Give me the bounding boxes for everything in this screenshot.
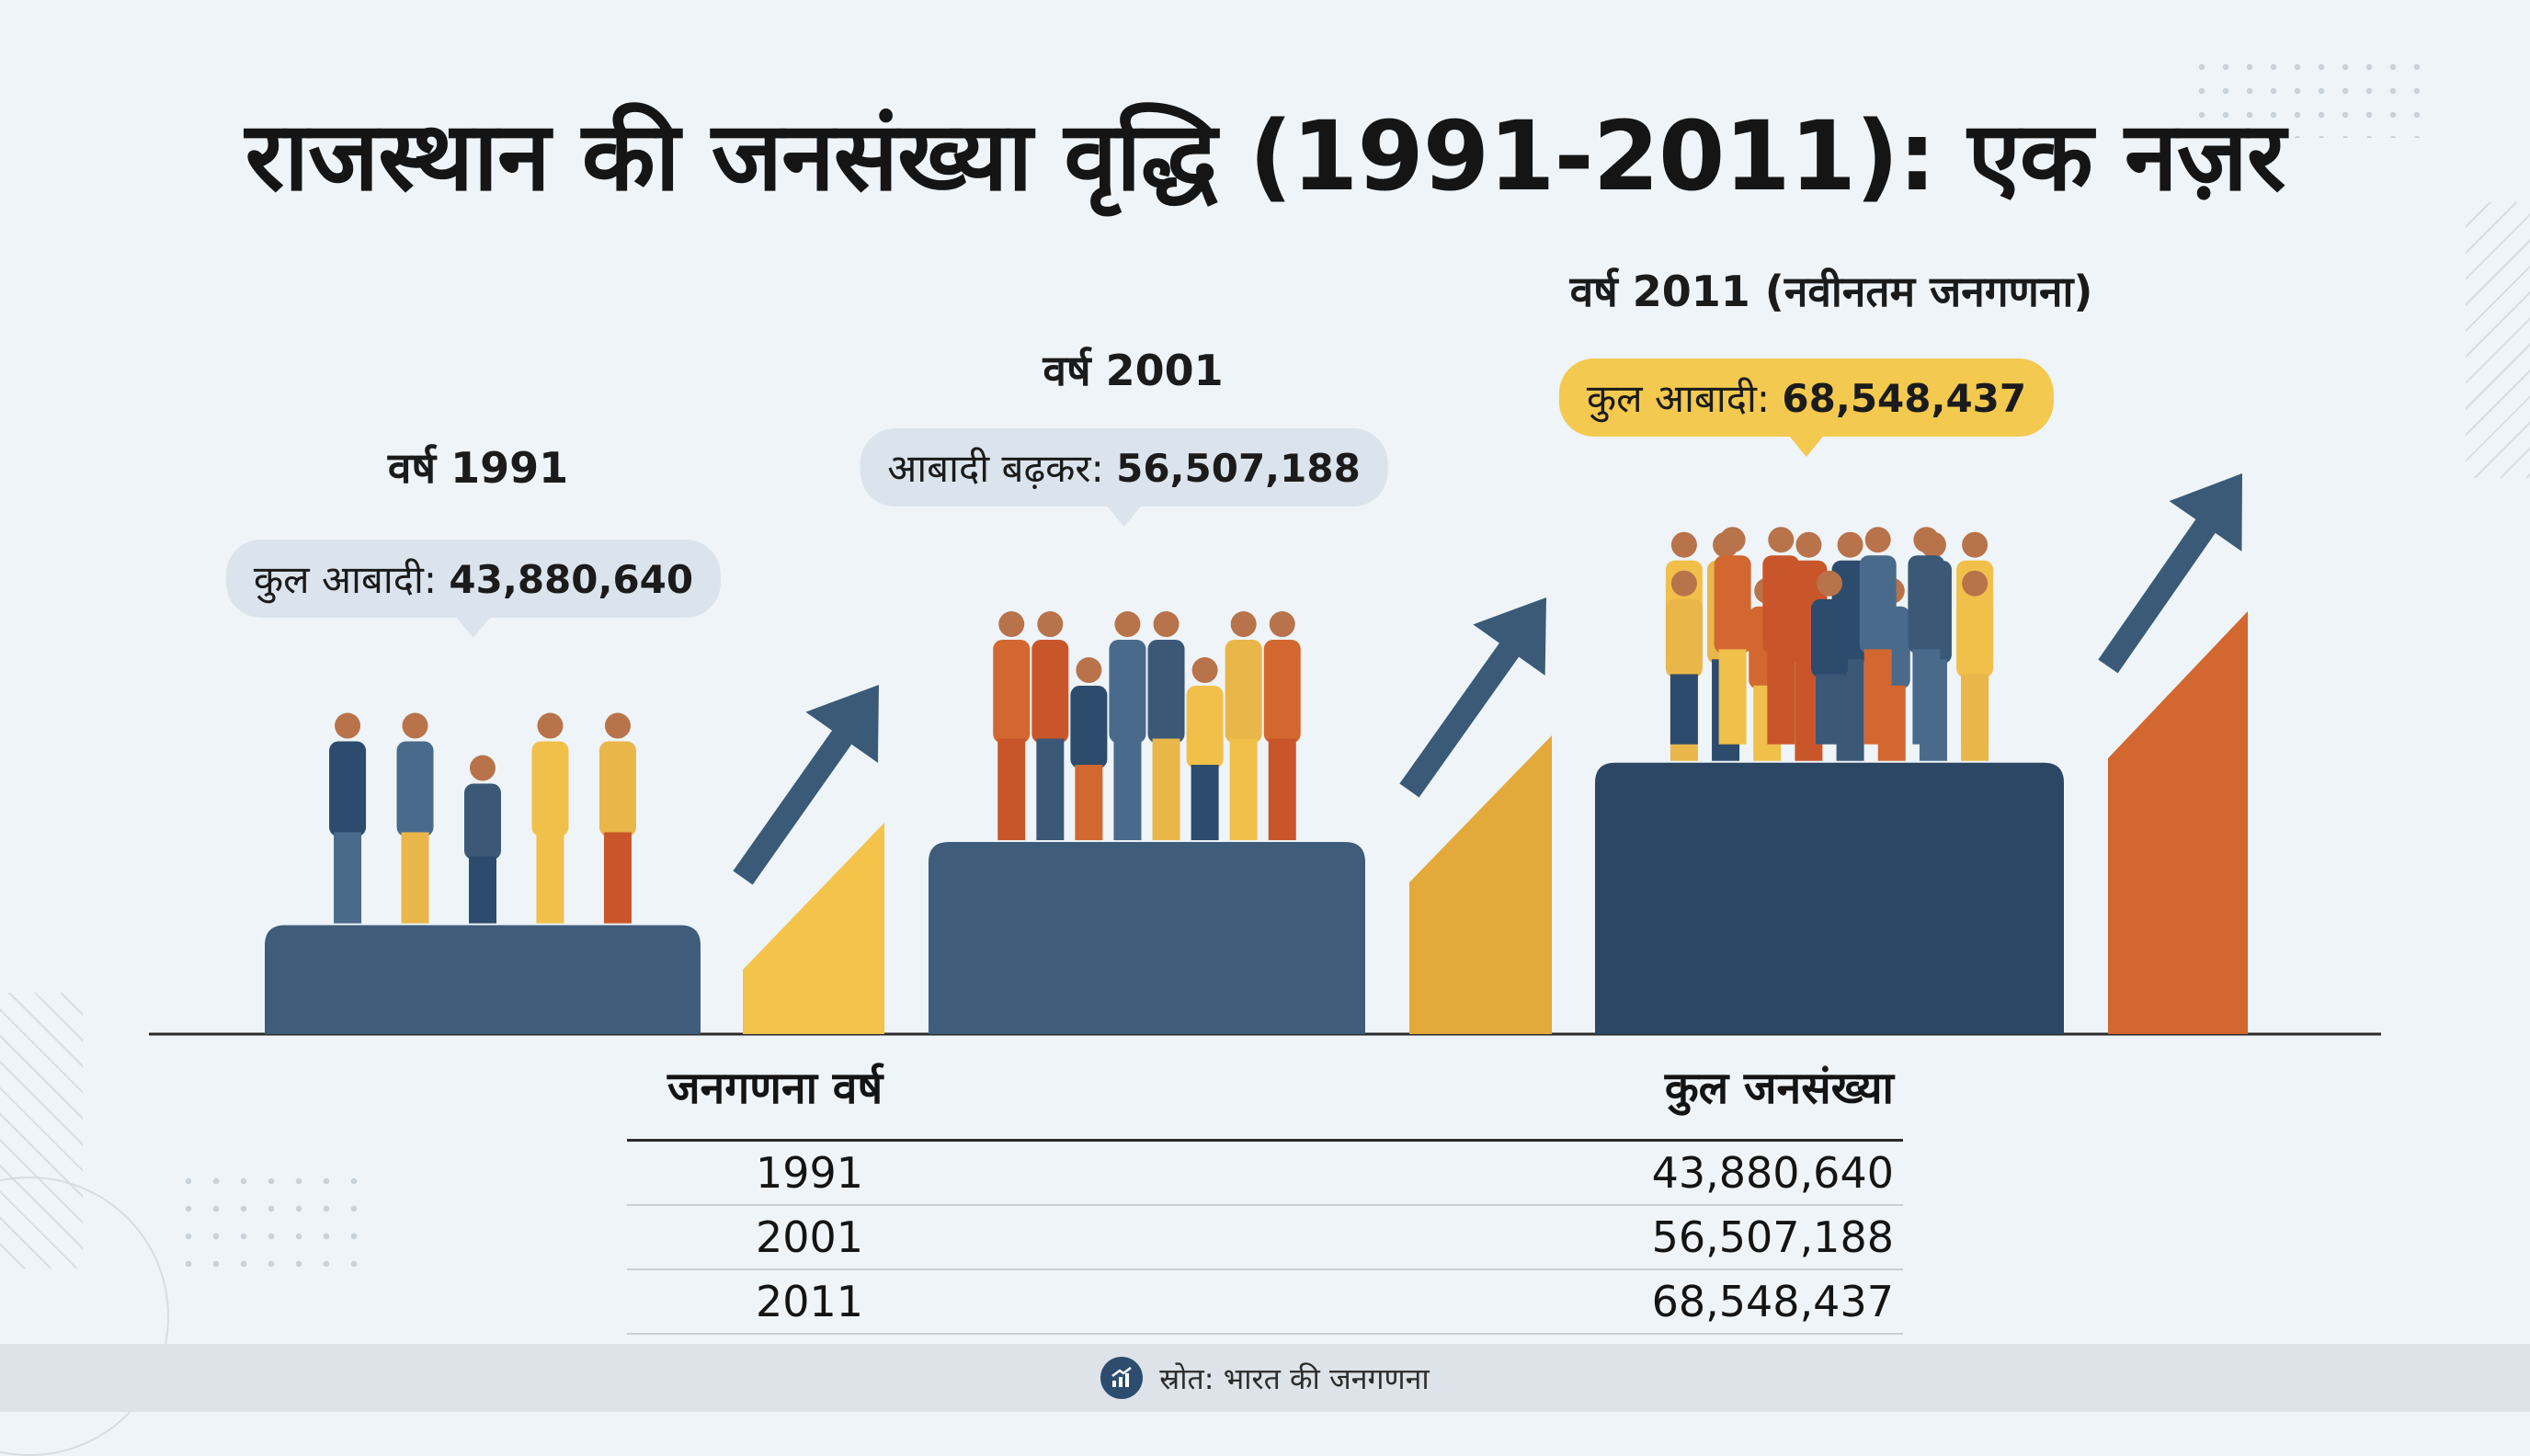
table-row: 2011 68,548,437: [627, 1270, 1903, 1335]
source-text: स्रोत: भारत की जनगणना: [1159, 1360, 1430, 1396]
bar-2011: [1595, 762, 2064, 1034]
population-table: जनगणना वर्ष कुल जनसंख्या 1991 43,880,640…: [627, 1057, 1903, 1335]
growth-arrow-1991: [733, 685, 879, 885]
callout-2011: कुल आबादी: 68,548,437: [1558, 358, 2055, 457]
person-figure: [1762, 527, 1800, 745]
callout-prefix: कुल आबादी:: [1586, 375, 1771, 421]
bar-2001: [929, 842, 1365, 1034]
cell-population: 56,507,188: [1651, 1212, 1894, 1262]
growth-arrow-2011: [2098, 473, 2242, 674]
person-figure: [1956, 570, 1994, 745]
person-figure: [1109, 611, 1146, 841]
growth-arrow-2001: [1399, 597, 1546, 798]
callout-value: 43,880,640: [449, 556, 694, 602]
col-header-year: जनगणना वर्ष: [667, 1063, 883, 1114]
person-figure: [1031, 611, 1069, 841]
callout-value: 68,548,437: [1782, 375, 2027, 421]
year-label-2001: वर्ष 2001: [1043, 346, 1224, 396]
person-figure: [329, 712, 367, 924]
callout-value: 56,507,188: [1116, 446, 1361, 492]
person-figure: [1859, 527, 1897, 745]
cell-population: 68,548,437: [1651, 1277, 1894, 1326]
person-figure: [598, 712, 636, 924]
person-figure: [1147, 611, 1185, 841]
person-figure: [1811, 570, 1848, 745]
callout-prefix: कुल आबादी:: [253, 556, 438, 602]
growth-wedge-1991: [743, 823, 884, 1034]
bar-1991: [265, 925, 701, 1034]
population-chart: [149, 473, 2381, 1036]
person-figure: [1070, 657, 1108, 841]
cell-year: 2011: [756, 1277, 864, 1326]
table-header: जनगणना वर्ष कुल जनसंख्या: [627, 1057, 1903, 1142]
year-label-1991: वर्ष 1991: [387, 442, 569, 493]
person-figure: [993, 611, 1031, 841]
callout-1991: कुल आबादी: 43,880,640: [225, 539, 722, 638]
table-row: 2001 56,507,188: [627, 1206, 1903, 1270]
table-row: 1991 43,880,640: [627, 1142, 1903, 1206]
decor-dots-bottom-left: [175, 1167, 377, 1278]
cell-year: 1991: [756, 1148, 864, 1198]
chart-growth-icon: [1100, 1357, 1144, 1399]
person-figure: [1665, 570, 1703, 745]
person-figure: [1263, 611, 1301, 841]
person-figure: [531, 712, 569, 924]
person-figure: [396, 712, 434, 924]
person-figure: [464, 755, 501, 924]
person-figure: [1225, 611, 1262, 841]
year-label-2011: वर्ष 2011 (नवीनतम जनगणना): [1569, 266, 2093, 316]
person-figure: [1714, 527, 1751, 745]
person-figure: [1186, 657, 1224, 841]
growth-wedge-2011: [2108, 611, 2248, 1034]
decor-arc: [0, 1177, 169, 1456]
decor-dots-top-right: [2190, 55, 2420, 138]
col-header-population: कुल जनसंख्या: [1664, 1063, 1894, 1114]
decor-lines-right: [2466, 202, 2530, 478]
page-title: राजस्थान की जनसंख्या वृद्धि (1991-2011):…: [245, 100, 2286, 212]
growth-wedge-2001: [1409, 735, 1552, 1034]
footer: स्रोत: भारत की जनगणना: [0, 1344, 2530, 1412]
callout-2001: आबादी बढ़कर: 56,507,188: [860, 428, 1388, 528]
cell-population: 43,880,640: [1651, 1148, 1894, 1198]
cell-year: 2001: [756, 1212, 864, 1262]
callout-prefix: आबादी बढ़कर:: [887, 446, 1104, 492]
person-figure: [1908, 527, 1945, 745]
